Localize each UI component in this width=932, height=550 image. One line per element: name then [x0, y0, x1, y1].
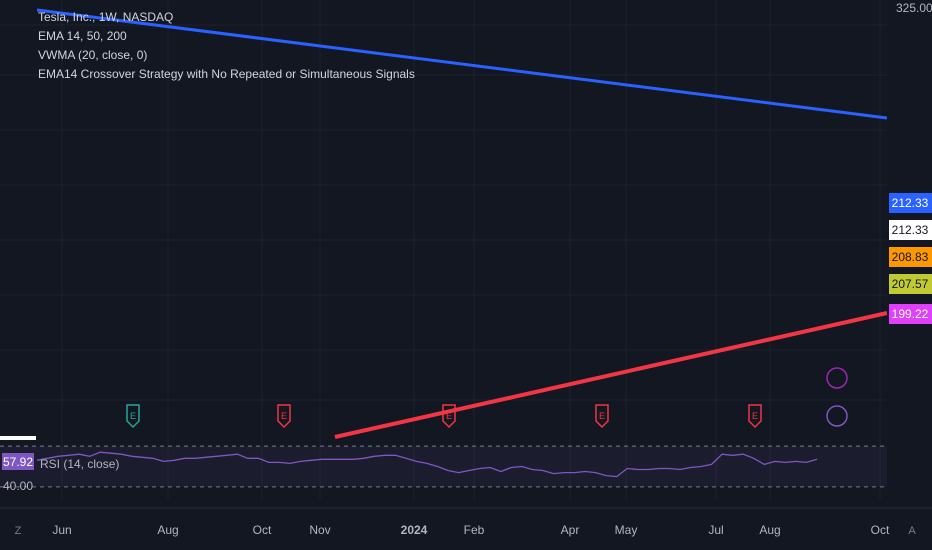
rsi-level-text: 40.00 [3, 479, 33, 493]
rsi-value-text: 57.92 [3, 455, 33, 469]
earnings-badge [442, 404, 456, 429]
price-badge-box [889, 220, 932, 240]
rsi-label: RSI (14, close) [40, 457, 119, 471]
strategy-indicator-label[interactable]: EMA14 Crossover Strategy with No Repeate… [38, 67, 415, 81]
time-axis-label: Oct [871, 523, 890, 537]
price-badge: 208.83 [889, 247, 932, 267]
earnings-badge [748, 404, 762, 429]
time-axis-label: Aug [157, 523, 178, 537]
ema-indicator-label[interactable]: EMA 14, 50, 200 [38, 29, 127, 43]
rsi-band [0, 446, 887, 487]
symbol-title[interactable]: Tesla, Inc., 1W, NASDAQ [38, 10, 174, 24]
earnings-marker: E [748, 404, 762, 429]
earnings-letter: E [446, 411, 452, 421]
time-axis-label: Apr [561, 523, 580, 537]
time-axis-label: Nov [309, 523, 330, 537]
time-axis-label: Jun [52, 523, 71, 537]
time-axis-label: May [615, 523, 638, 537]
earnings-letter: E [752, 411, 758, 421]
upper-trendline [36, 8, 888, 120]
time-axis: Jun Aug Oct Nov 2024 Feb Apr May Jul Aug Oct Z A [0, 507, 932, 537]
time-axis-label: Feb [464, 523, 485, 537]
price-badge-value: 208.83 [892, 250, 929, 264]
earnings-badge [277, 404, 291, 429]
earnings-marker: E [126, 404, 140, 429]
price-badge-box [889, 274, 932, 294]
time-axis-label: Aug [759, 523, 780, 537]
auto-scale-button: A [908, 525, 916, 537]
price-badge-value: 212.33 [892, 196, 929, 210]
earnings-badge [595, 404, 609, 429]
price-badge: 199.22 [889, 304, 932, 324]
time-axis-label: 2024 [401, 523, 428, 537]
price-badge-box [889, 304, 932, 324]
event-star-icon [826, 405, 848, 427]
earnings-marker: E [442, 404, 456, 429]
earnings-letter: E [281, 411, 287, 421]
price-badge-value: 207.57 [892, 277, 929, 291]
earnings-badge [126, 404, 140, 429]
price-badge: 212.33 [889, 220, 932, 240]
earnings-marker: E [277, 404, 291, 429]
grid-lines [0, 0, 887, 500]
rsi-pane: 57.92 40.00 RSI (14, close) [0, 436, 887, 493]
earnings-letter: E [599, 411, 605, 421]
zoom-z-button: Z [15, 525, 22, 537]
price-tick-label: 325.00 [896, 1, 932, 15]
time-axis-label: Jul [708, 523, 723, 537]
chart-legend: Tesla, Inc., 1W, NASDAQ EMA 14, 50, 200 … [38, 8, 415, 84]
lower-trendline [334, 311, 888, 439]
price-axis: 325.00275.00155.00139.00230.29TSLA212.33… [887, 0, 932, 510]
rsi-line [36, 451, 818, 478]
rsi-value-badge [2, 453, 34, 470]
price-badge: 207.57 [889, 274, 932, 294]
time-axis-label: Oct [253, 523, 272, 537]
price-badge: 212.33 [889, 193, 932, 213]
earnings-marker: E [595, 404, 609, 429]
price-badge-box [889, 247, 932, 267]
price-badge-value: 212.33 [892, 223, 929, 237]
rsi-top-badge [0, 436, 36, 440]
event-flash-icon [826, 367, 848, 389]
earnings-letter: E [130, 411, 136, 421]
price-badge-value: 199.22 [892, 307, 929, 321]
price-badge-box [889, 193, 932, 213]
vwma-indicator-label[interactable]: VWMA (20, close, 0) [38, 48, 148, 62]
